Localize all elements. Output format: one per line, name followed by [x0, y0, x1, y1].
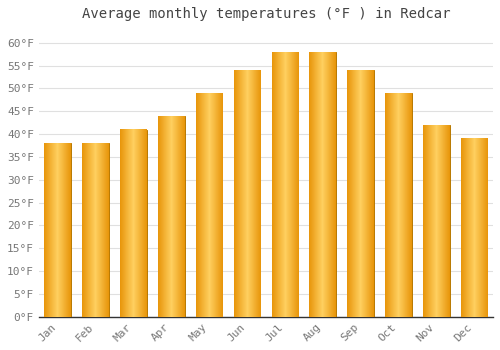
Bar	[234, 70, 260, 317]
Bar	[423, 125, 450, 317]
Bar	[272, 52, 298, 317]
Bar	[82, 143, 109, 317]
Bar	[348, 70, 374, 317]
Bar	[196, 93, 222, 317]
Bar	[44, 143, 71, 317]
Bar	[385, 93, 411, 317]
Title: Average monthly temperatures (°F ) in Redcar: Average monthly temperatures (°F ) in Re…	[82, 7, 450, 21]
Bar	[461, 139, 487, 317]
Bar	[310, 52, 336, 317]
Bar	[120, 130, 146, 317]
Bar	[158, 116, 184, 317]
